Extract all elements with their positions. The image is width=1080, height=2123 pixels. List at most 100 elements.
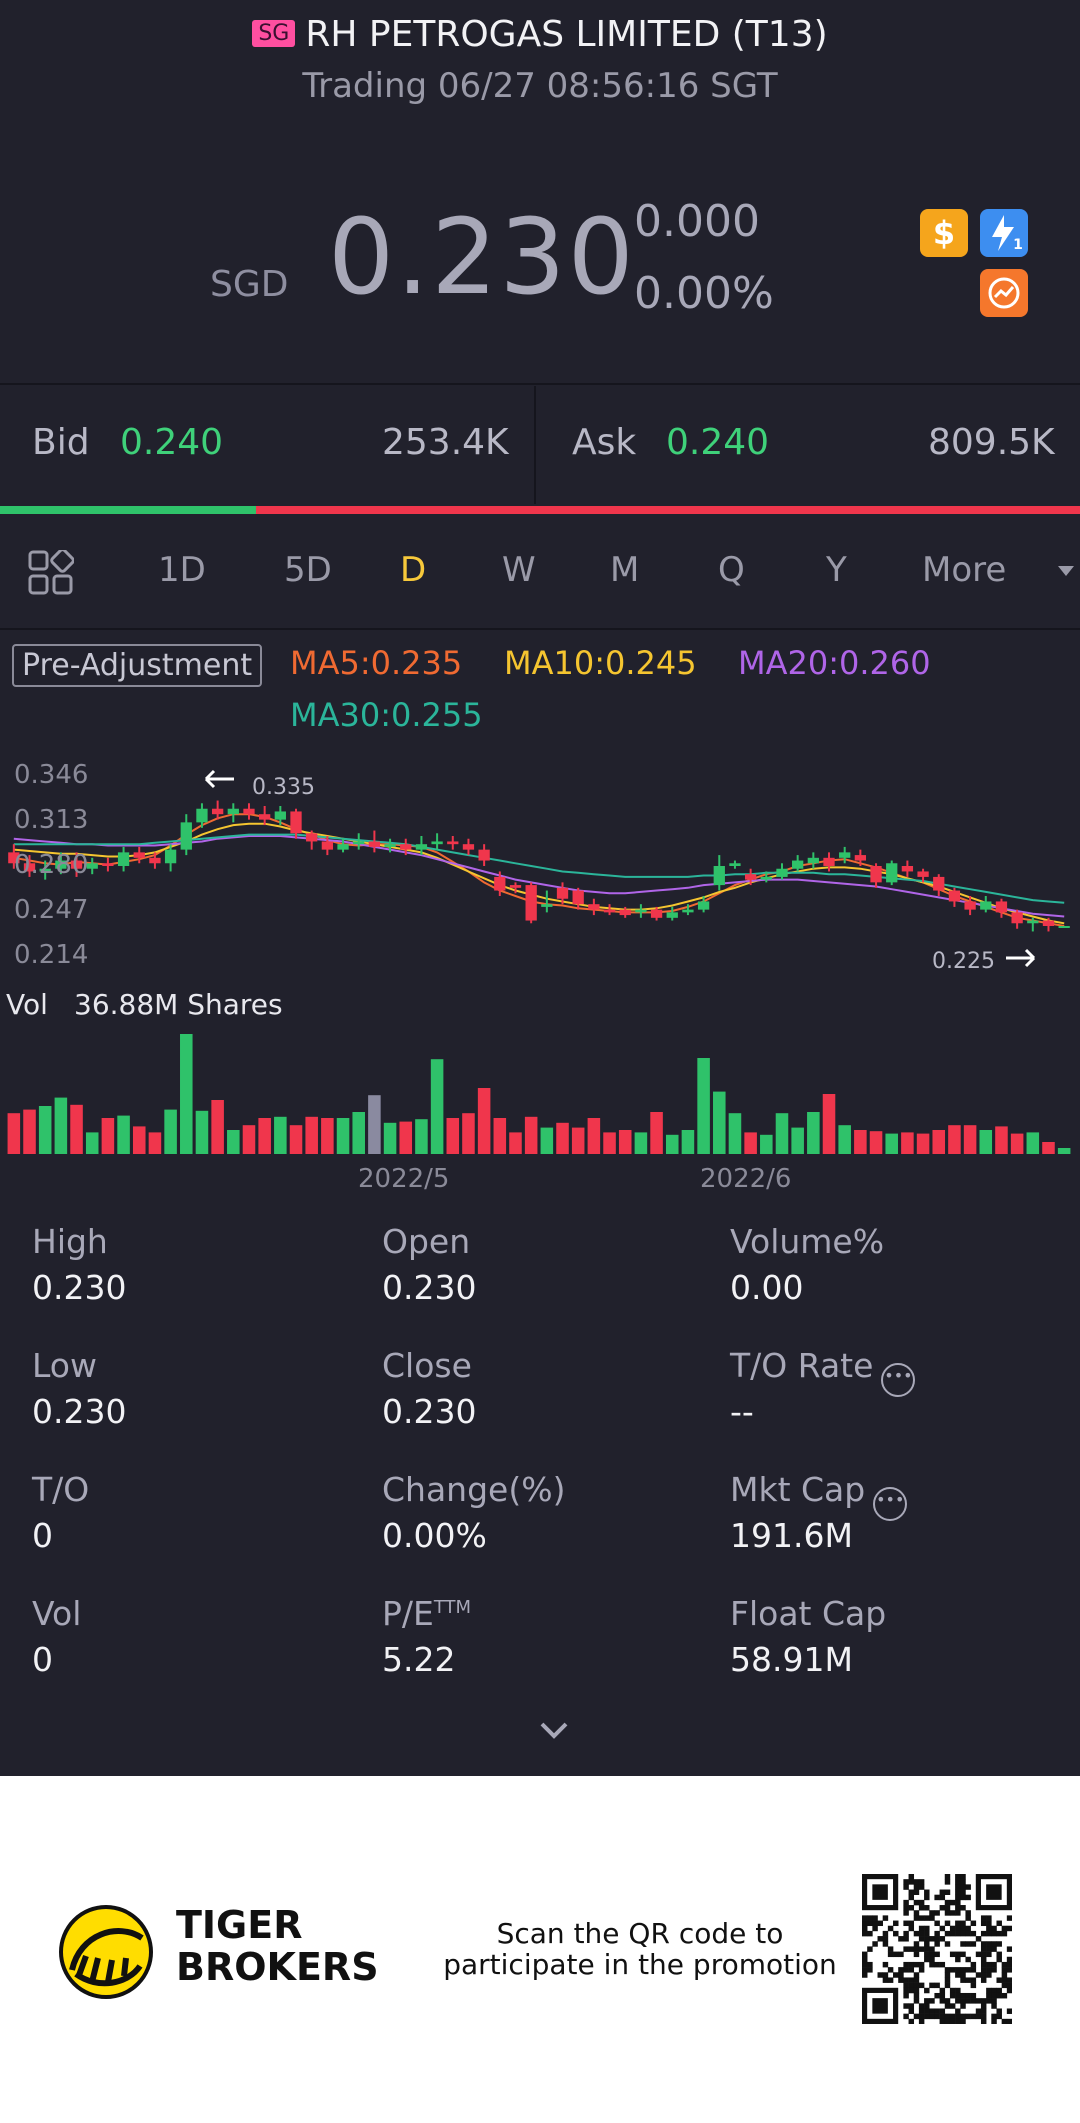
qr-module: [960, 1920, 966, 1927]
qr-module: [970, 1930, 977, 1937]
more-info-icon[interactable]: •••: [881, 1363, 916, 1397]
tab-y[interactable]: Y: [826, 550, 847, 590]
qr-module: [955, 1925, 961, 1932]
volume-bar: [7, 1113, 21, 1154]
swap-badge-icon[interactable]: [980, 269, 1028, 317]
qr-module: [867, 1915, 873, 1921]
market-badge: SG: [252, 20, 296, 47]
qr-module: [929, 2008, 935, 2014]
qr-code[interactable]: [862, 1874, 1012, 2024]
candle: [117, 846, 130, 872]
qr-module: [918, 2018, 925, 2024]
volume-bar: [477, 1088, 491, 1154]
qr-module: [862, 1967, 868, 1973]
float-cap-label: Float Cap: [730, 1594, 887, 1633]
lightning-badge-icon[interactable]: 1: [980, 209, 1028, 257]
grid-layout-icon[interactable]: [28, 548, 75, 596]
qr-module: [934, 1920, 940, 1927]
volume-bar: [697, 1058, 710, 1154]
volume-bar: [101, 1118, 115, 1154]
qr-module: [913, 1972, 920, 1978]
qr-module: [939, 1925, 946, 1932]
qr-module: [893, 1951, 899, 1958]
qr-module: [862, 1925, 868, 1932]
chevron-down-icon[interactable]: [1058, 566, 1074, 576]
candle: [102, 857, 114, 872]
qr-module: [1001, 1982, 1008, 1989]
candle-body: [102, 863, 114, 866]
more-info-icon[interactable]: •••: [873, 1487, 908, 1521]
qr-module: [996, 1941, 1002, 1947]
qr-module: [970, 1920, 977, 1927]
volume-chart[interactable]: [0, 1030, 1080, 1156]
qr-module: [986, 1951, 992, 1958]
candle: [86, 857, 98, 875]
qr-module: [934, 1894, 940, 1901]
dollar-badge-icon[interactable]: $: [920, 209, 968, 257]
qr-module: [929, 1915, 935, 1921]
qr-module: [944, 2003, 951, 2009]
qr-module: [955, 1879, 961, 1885]
pre-adjustment-toggle[interactable]: Pre-Adjustment: [12, 644, 263, 687]
tab-5d[interactable]: 5D: [284, 550, 332, 590]
volume-bar: [822, 1094, 836, 1154]
qr-module: [918, 2013, 925, 2020]
expand-chevron-icon[interactable]: [536, 1718, 572, 1742]
qr-module: [908, 1982, 915, 1989]
qr-module: [862, 1920, 868, 1927]
qr-module: [939, 1992, 946, 1999]
qr-module: [924, 1946, 930, 1952]
qr-module: [924, 2013, 930, 2020]
qr-module: [898, 1977, 904, 1983]
volume-bar: [336, 1118, 350, 1154]
qr-module: [1006, 1915, 1012, 1921]
qr-module: [908, 1894, 915, 1901]
qr-module: [918, 1961, 925, 1968]
tab-q[interactable]: Q: [718, 550, 745, 590]
market-cap-text: Mkt Cap: [730, 1470, 866, 1509]
qr-module: [949, 1992, 956, 1999]
qr-module: [965, 1998, 971, 2004]
qr-module: [908, 1920, 915, 1927]
volume-bar: [728, 1113, 742, 1154]
tab-more[interactable]: More: [922, 550, 1007, 590]
candle: [149, 852, 161, 869]
qr-module: [996, 1956, 1002, 1963]
candle-body: [744, 874, 757, 880]
qr-module: [949, 1930, 956, 1937]
qr-module: [986, 1930, 992, 1937]
qr-module: [970, 1961, 977, 1968]
tab-m[interactable]: M: [610, 550, 640, 590]
qr-module: [934, 2008, 940, 2014]
volume-bar: [963, 1125, 977, 1154]
tab-w[interactable]: W: [502, 550, 536, 590]
volume-bar: [901, 1132, 914, 1154]
candle: [744, 868, 757, 886]
qr-finder-pattern: [986, 1884, 1002, 1900]
qr-module: [1001, 1961, 1008, 1968]
qr-module: [939, 1998, 946, 2004]
tab-1d[interactable]: 1D: [158, 550, 206, 590]
candle: [133, 846, 145, 864]
pe-superscript: TTM: [433, 1597, 472, 1618]
candle: [431, 833, 443, 850]
qr-module: [924, 1956, 930, 1963]
candlestick-chart[interactable]: 0.335 0.225: [0, 750, 1080, 980]
qr-module: [939, 1961, 946, 1968]
qr-module: [908, 1889, 915, 1895]
candle-body: [227, 808, 239, 815]
candle: [306, 830, 318, 850]
qr-module: [903, 2013, 909, 2020]
qr-module: [918, 1930, 925, 1937]
turnover-rate-value: --: [730, 1392, 754, 1431]
qr-module: [944, 1977, 951, 1983]
candle: [635, 904, 647, 918]
qr-module: [991, 2013, 997, 2020]
candle: [588, 898, 600, 916]
qr-module: [991, 1998, 997, 2004]
qr-module: [965, 1894, 971, 1901]
volume-bar: [869, 1131, 883, 1154]
tab-d[interactable]: D: [400, 550, 427, 590]
qr-module: [986, 1987, 992, 1994]
candle: [1011, 909, 1023, 929]
